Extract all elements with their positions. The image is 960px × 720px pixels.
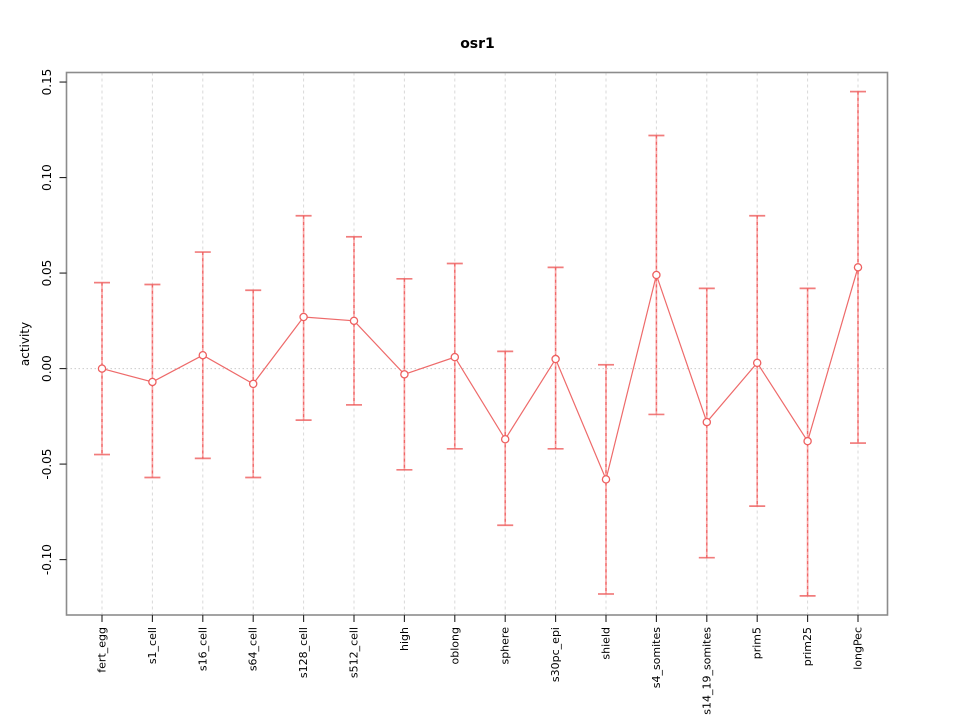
data-point-marker [853, 263, 863, 272]
x-tick-label: shield [600, 627, 613, 660]
x-tick-label: prim25 [801, 627, 814, 666]
y-tick-label: 0.05 [40, 260, 54, 287]
x-tick-label: sphere [499, 627, 512, 665]
data-point-marker [148, 377, 157, 387]
x-tick-label: s64_cell [247, 627, 260, 671]
data-point-marker [299, 312, 308, 322]
y-tick-label: -0.10 [40, 544, 54, 575]
x-tick-label: prim5 [751, 627, 764, 659]
y-tick-label: -0.05 [40, 449, 54, 480]
data-point-marker [652, 270, 661, 280]
data-point-marker [702, 417, 712, 427]
data-point-marker [198, 350, 208, 360]
x-tick-label: fert_egg [96, 627, 109, 673]
x-tick-label: s4_somites [650, 627, 663, 689]
data-point-marker [803, 436, 812, 446]
x-tick-label: s128_cell [297, 627, 310, 678]
x-tick-label: oblong [448, 627, 461, 664]
x-tick-label: s30pc_epi [549, 627, 562, 682]
data-point-marker [450, 352, 460, 362]
chart-title: osr1 [460, 36, 495, 52]
data-point-marker [551, 354, 560, 364]
data-point-marker [97, 364, 107, 373]
x-tick-label: s512_cell [348, 627, 361, 678]
data-point-marker [400, 370, 409, 379]
data-point-marker [349, 316, 359, 326]
x-tick-label: s16_cell [196, 627, 209, 671]
data-point-marker [500, 435, 510, 444]
data-point-marker [601, 475, 611, 484]
x-tick-label: s14_19_somites [700, 627, 713, 715]
y-tick-label: 0.10 [40, 164, 54, 191]
x-tick-label: s1_cell [146, 627, 159, 664]
plot-frame [65, 71, 889, 616]
y-tick-label: 0.00 [40, 355, 54, 382]
y-tick-label: 0.15 [40, 69, 54, 96]
data-point-marker [248, 379, 258, 389]
data-point-marker [752, 358, 762, 368]
x-tick-label: longPec [852, 627, 865, 670]
series-line [101, 267, 859, 482]
x-tick-label: high [398, 627, 411, 651]
